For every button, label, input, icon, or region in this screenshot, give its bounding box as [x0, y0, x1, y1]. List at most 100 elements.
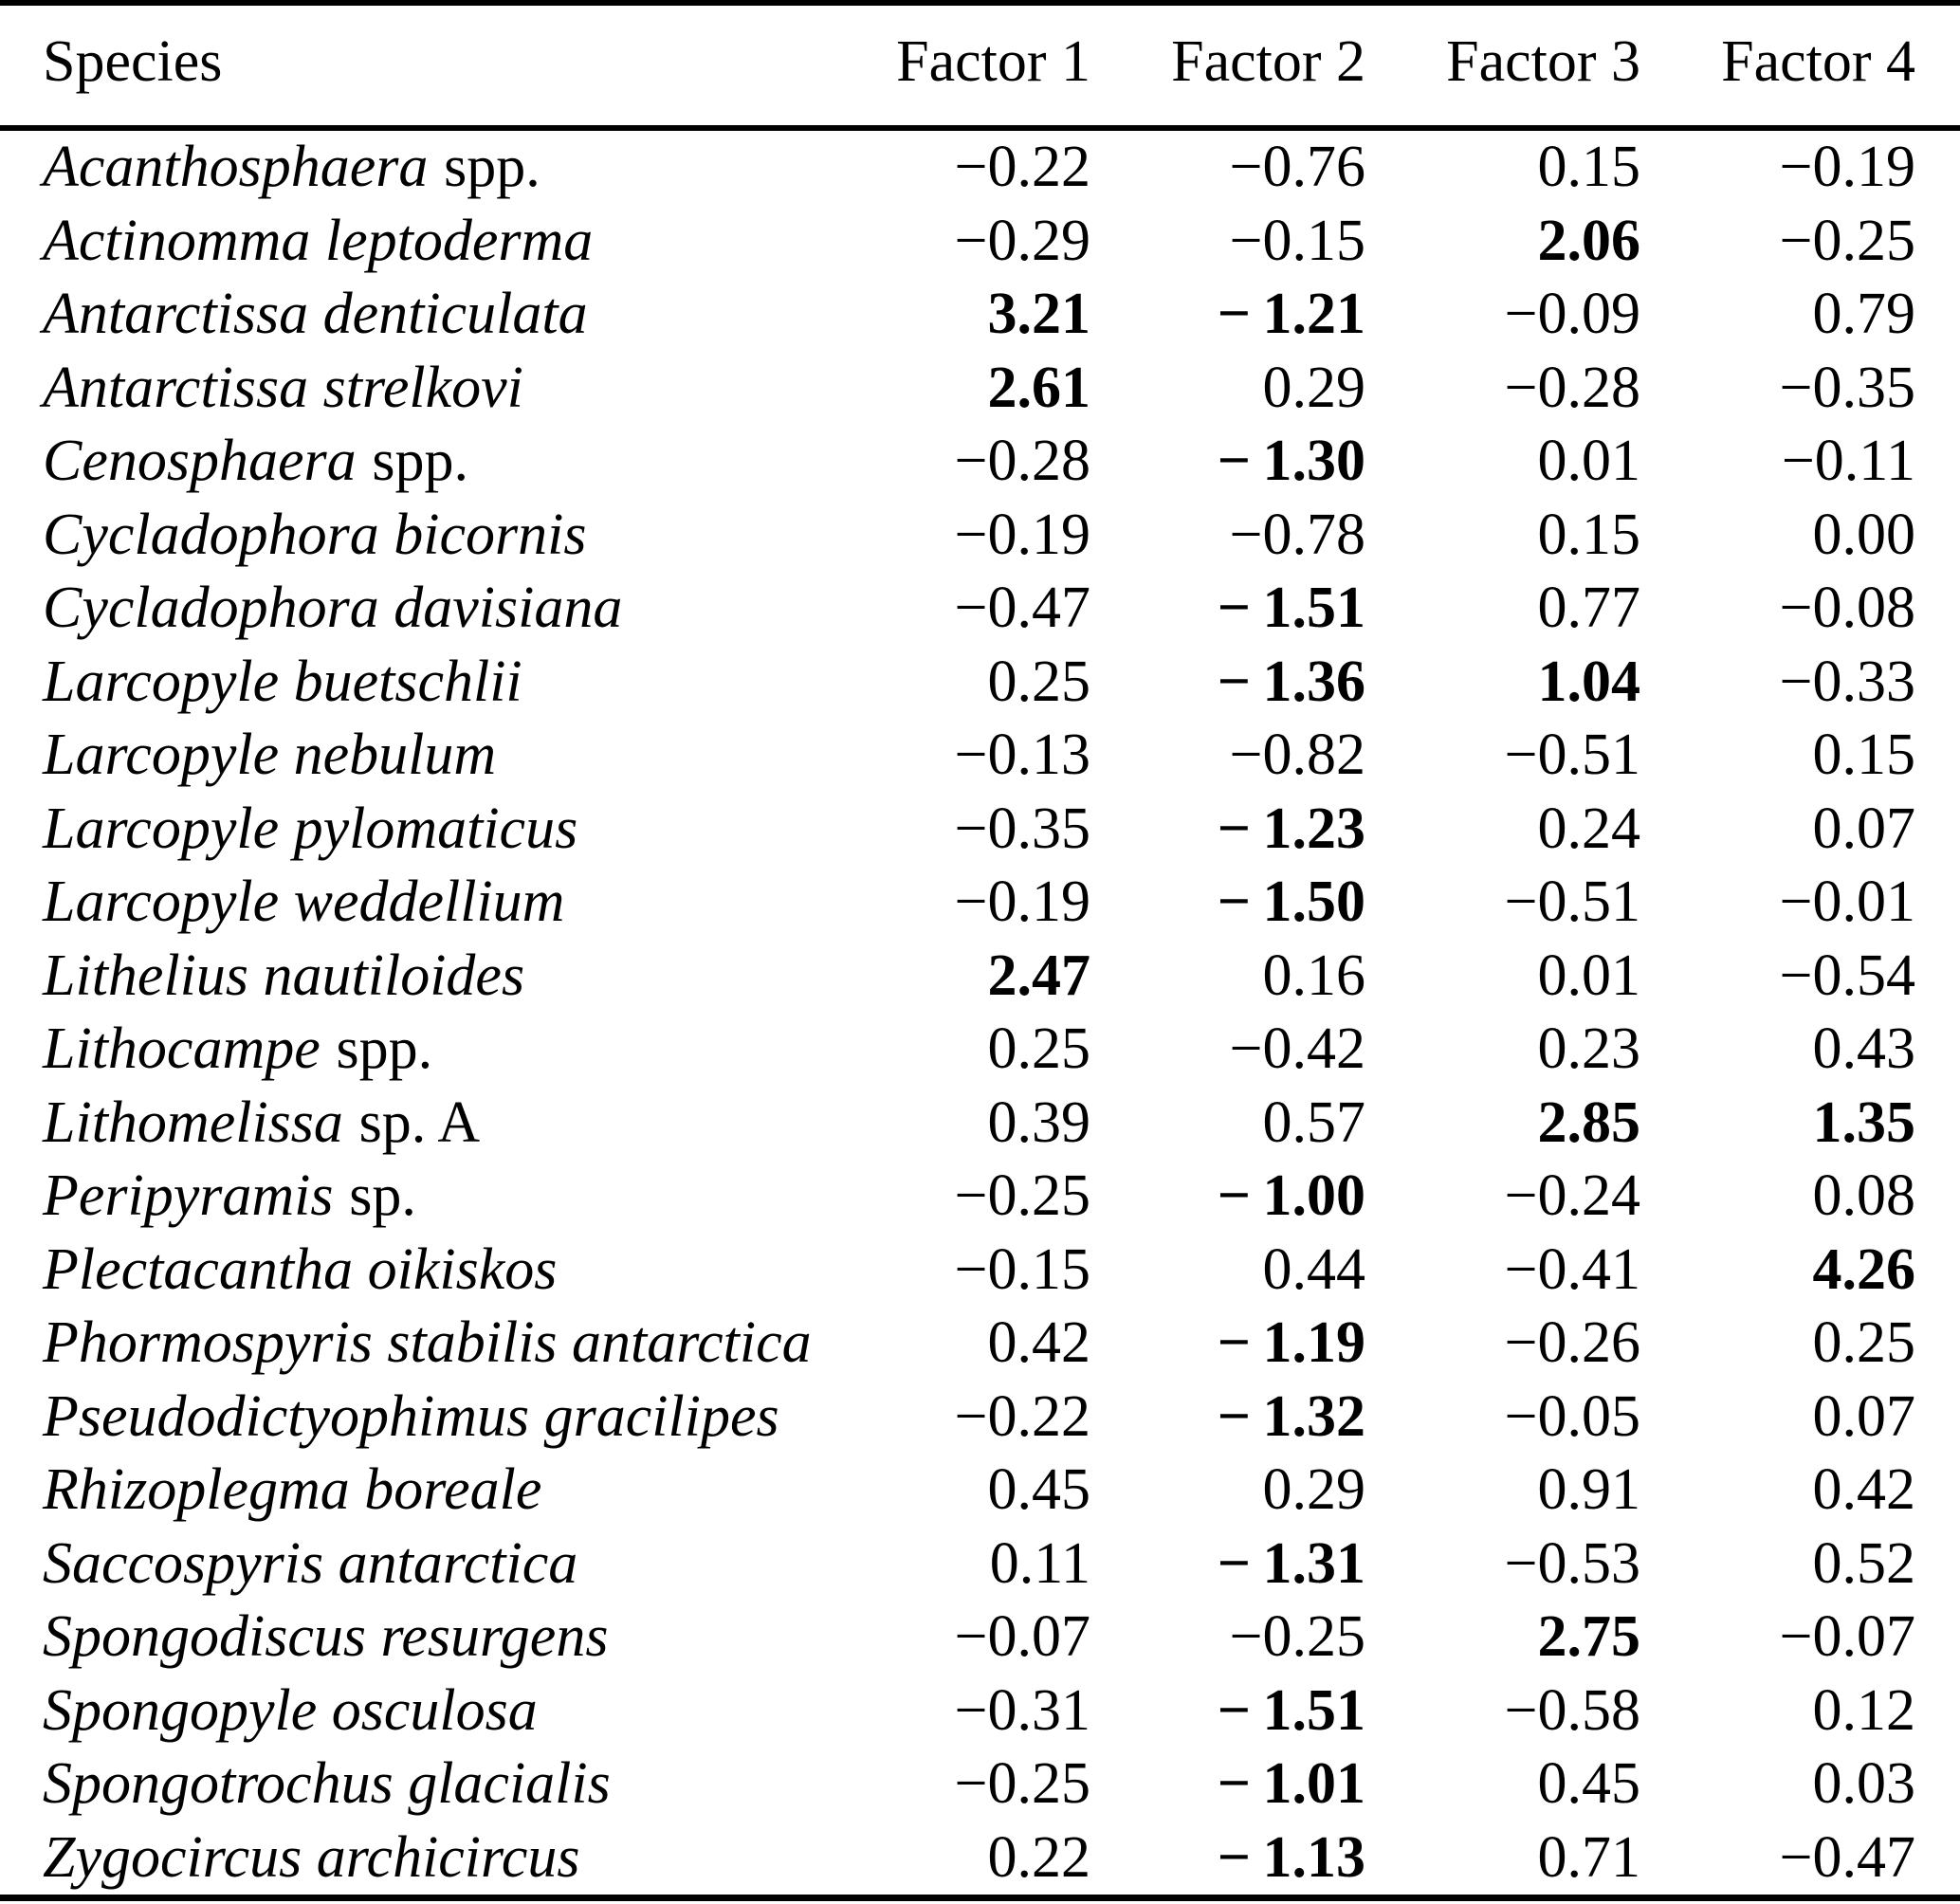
species-cell: Lithelius nautiloides [0, 940, 860, 1014]
species-cell: Antarctissa strelkovi [0, 352, 860, 426]
species-qualifier: spp. [444, 135, 540, 199]
factor-3-value: −0.53 [1504, 1530, 1640, 1596]
factor-4-value: −0.33 [1779, 649, 1915, 714]
table-row: Spongopyle osculosa −0.31 − 1.51 −0.58 0.12 [0, 1675, 1960, 1748]
species-name: Actinomma leptoderma [43, 208, 594, 273]
factor-4-value: 0.42 [1812, 1457, 1916, 1522]
species-cell: Zygocircus archicircus [0, 1822, 860, 1898]
table-row: Larcopyle nebulum −0.13 −0.82 −0.51 0.15 [0, 719, 1960, 793]
species-qualifier: sp. [349, 1163, 416, 1228]
species-cell: Saccospyris antarctica [0, 1528, 860, 1602]
species-name: Spongotrochus glacialis [43, 1751, 611, 1816]
species-name: Plectacantha oikiskos [43, 1236, 558, 1302]
column-header-species: Species [0, 3, 860, 131]
header-row: Species Factor 1 Factor 2 Factor 3 Facto… [0, 3, 1960, 131]
factor-1-value: −0.19 [954, 502, 1090, 567]
factor-3-value: 0.01 [1537, 429, 1641, 493]
factor-4-value: 4.26 [1812, 1236, 1916, 1302]
table-header: Species Factor 1 Factor 2 Factor 3 Facto… [0, 3, 1960, 131]
species-name: Saccospyris antarctica [43, 1530, 578, 1596]
factor-1-value: 0.25 [987, 649, 1091, 714]
factor-1-value: −0.47 [954, 576, 1090, 640]
species-name: Lithocampe [43, 1016, 321, 1081]
factor-1-value: −0.07 [954, 1604, 1090, 1669]
species-name: Larcopyle buetschlii [43, 649, 522, 714]
factor-1-value: 2.47 [987, 943, 1091, 1008]
table-row: Antarctissa denticulata 3.21 − 1.21 −0.09 0.… [0, 278, 1960, 352]
factor-1-value: 0.25 [987, 1016, 1091, 1081]
factor-1-value: −0.29 [954, 208, 1090, 273]
factor-1-value: −0.22 [954, 135, 1090, 199]
factor-4-value: −0.08 [1779, 576, 1915, 640]
factor-2-value: − 1.36 [1217, 649, 1365, 714]
factor-4-value: 0.25 [1812, 1310, 1916, 1375]
factor-1-value: −0.25 [954, 1163, 1090, 1228]
factor-3-value: 0.77 [1537, 576, 1641, 640]
species-name: Pseudodictyophimus gracilipes [43, 1383, 779, 1449]
species-qualifier: spp. [336, 1016, 433, 1081]
species-cell: Rhizoplegma boreale [0, 1454, 860, 1528]
species-cell: Plectacantha oikiskos [0, 1234, 860, 1308]
factor-1-value: −0.31 [954, 1677, 1090, 1743]
factor-3-value: 0.23 [1537, 1016, 1641, 1081]
species-cell: Antarctissa denticulata [0, 278, 860, 352]
factor-4-value: −0.35 [1779, 355, 1915, 420]
factor-3-value: −0.24 [1504, 1163, 1640, 1228]
species-cell: Cycladophora davisiana [0, 572, 860, 646]
factor-4-value: 0.79 [1812, 282, 1916, 346]
species-cell: Larcopyle pylomaticus [0, 793, 860, 867]
factor-2-value: − 1.13 [1217, 1824, 1365, 1890]
species-name: Spongodiscus resurgens [43, 1604, 609, 1669]
table-row: Spongotrochus glacialis −0.25 − 1.01 0.45 0.… [0, 1748, 1960, 1822]
species-name: Zygocircus archicircus [43, 1824, 580, 1890]
table-row: Saccospyris antarctica 0.11 − 1.31 −0.53 0.5… [0, 1528, 1960, 1602]
factor-3-value: 0.91 [1537, 1457, 1641, 1522]
factor-4-value: 0.52 [1812, 1530, 1916, 1596]
species-name: Lithelius nautiloides [43, 943, 525, 1008]
factor-3-value: −0.58 [1504, 1677, 1640, 1743]
factor-2-value: − 1.21 [1217, 282, 1365, 346]
factor-4-value: 0.03 [1812, 1751, 1916, 1816]
factor-1-value: 2.61 [987, 355, 1091, 420]
factor-4-value: −0.19 [1779, 135, 1915, 199]
factor-4-value: 0.07 [1812, 1383, 1916, 1449]
factor-1-value: 0.11 [989, 1530, 1090, 1596]
factor-1-value: 3.21 [987, 282, 1091, 346]
table-row: Larcopyle pylomaticus −0.35 − 1.23 0.24 0.07 [0, 793, 1960, 867]
factor-2-value: 0.16 [1262, 943, 1366, 1008]
factor-3-value: −0.09 [1504, 282, 1640, 346]
factor-2-value: −0.82 [1229, 723, 1365, 787]
species-name: Larcopyle weddellium [43, 870, 565, 934]
factor-3-value: −0.28 [1504, 355, 1640, 420]
species-name: Rhizoplegma boreale [43, 1457, 542, 1522]
factor-4-value: −0.25 [1779, 208, 1915, 273]
factor-1-value: −0.13 [954, 723, 1090, 787]
species-name: Acanthosphaera [43, 135, 429, 199]
factor-3-value: −0.51 [1504, 870, 1640, 934]
species-cell: Lithomelissa sp. A [0, 1087, 860, 1161]
species-name: Antarctissa strelkovi [43, 355, 523, 420]
factor-3-value: 2.85 [1537, 1089, 1641, 1155]
factor-2-value: − 1.51 [1217, 1677, 1365, 1743]
factor-2-value: −0.25 [1229, 1604, 1365, 1669]
factor-1-value: −0.28 [954, 429, 1090, 493]
factor-4-value: −0.07 [1779, 1604, 1915, 1669]
factor-2-value: 0.44 [1262, 1236, 1366, 1302]
factor-1-value: −0.15 [954, 1236, 1090, 1302]
table-row: Larcopyle buetschlii 0.25 − 1.36 1.04 −0.33 [0, 646, 1960, 720]
table-row: Cenosphaera spp. −0.28 − 1.30 0.01 −0.11 [0, 425, 1960, 499]
factor-4-value: −0.47 [1779, 1824, 1915, 1890]
column-header-factor-3: Factor 3 [1410, 3, 1685, 131]
factor-3-value: 0.71 [1537, 1824, 1641, 1890]
factor-2-value: − 1.32 [1217, 1383, 1365, 1449]
species-name: Larcopyle pylomaticus [43, 796, 578, 861]
factor-4-value: 0.08 [1812, 1163, 1916, 1228]
factor-3-value: 0.45 [1537, 1751, 1641, 1816]
species-cell: Larcopyle buetschlii [0, 646, 860, 720]
species-cell: Larcopyle weddellium [0, 866, 860, 940]
table-row: Cycladophora bicornis −0.19 −0.78 0.15 0.00 [0, 499, 1960, 573]
table-row: Phormospyris stabilis antarctica 0.42 − 1.… [0, 1307, 1960, 1381]
factor-4-value: 0.43 [1812, 1016, 1916, 1081]
column-header-factor-4: Factor 4 [1685, 3, 1960, 131]
